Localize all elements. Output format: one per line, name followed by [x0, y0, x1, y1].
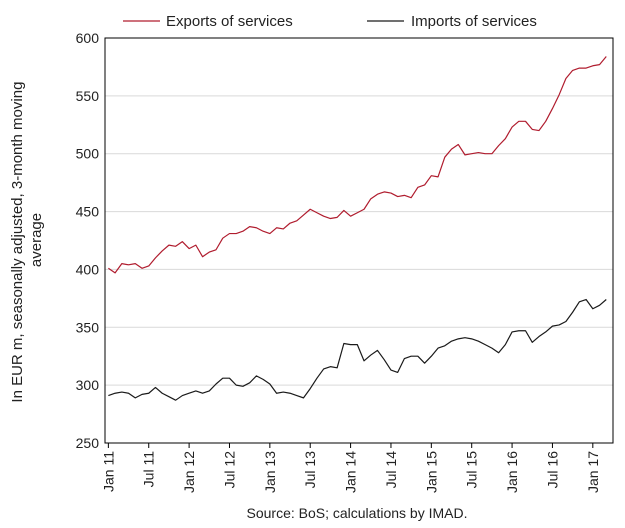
y-tick-label: 600 [76, 30, 100, 46]
x-tick-label: Jul 13 [302, 451, 318, 489]
y-tick-label: 300 [76, 377, 100, 393]
x-tick-label: Jul 15 [464, 451, 480, 489]
y-axis-label: In EUR m, seasonally adjusted, 3-month m… [9, 77, 45, 402]
x-tick-label: Jul 16 [544, 451, 560, 489]
y-tick-labels: 250 300 350 400 450 500 550 600 [76, 30, 100, 451]
x-tick-label: Jan 15 [423, 451, 439, 493]
legend: Exports of services Imports of services [123, 13, 537, 30]
axes [104, 37, 614, 448]
x-tick-label: Jan 16 [504, 451, 520, 493]
y-axis-label-line-1: In EUR m, seasonally adjusted, 3-month m… [9, 82, 26, 403]
y-tick-label: 550 [76, 88, 100, 104]
source-note: Source: BoS; calculations by IMAD. [247, 505, 468, 521]
series-lines [108, 56, 607, 401]
x-tick-label: Jul 12 [221, 451, 237, 489]
y-tick-label: 400 [76, 261, 100, 277]
x-tick-labels: Jan 11 Jul 11 Jan 12 Jul 12 Jan 13 Jul 13 Jan … [100, 451, 600, 493]
x-tick-label: Jul 11 [141, 451, 157, 488]
x-tick-label: Jan 13 [262, 451, 278, 493]
plot-area-border [104, 37, 614, 444]
y-tick-label: 450 [76, 204, 100, 220]
x-tick-label: Jan 14 [343, 451, 359, 493]
legend-label-exports: Exports of services [166, 13, 293, 30]
x-tick-label: Jan 11 [100, 451, 116, 492]
y-tick-label: 350 [76, 319, 100, 335]
x-tick-label: Jan 12 [181, 451, 197, 493]
gridlines [105, 37, 613, 444]
x-tick-label: Jan 17 [585, 451, 601, 493]
y-axis-label-line-2: average [28, 213, 45, 267]
x-tick-label: Jul 14 [383, 451, 399, 489]
series-line-exports [108, 56, 607, 274]
legend-label-imports: Imports of services [411, 13, 537, 30]
series-line-imports [108, 298, 607, 401]
y-tick-label: 500 [76, 146, 100, 162]
y-tick-label: 250 [76, 435, 100, 451]
